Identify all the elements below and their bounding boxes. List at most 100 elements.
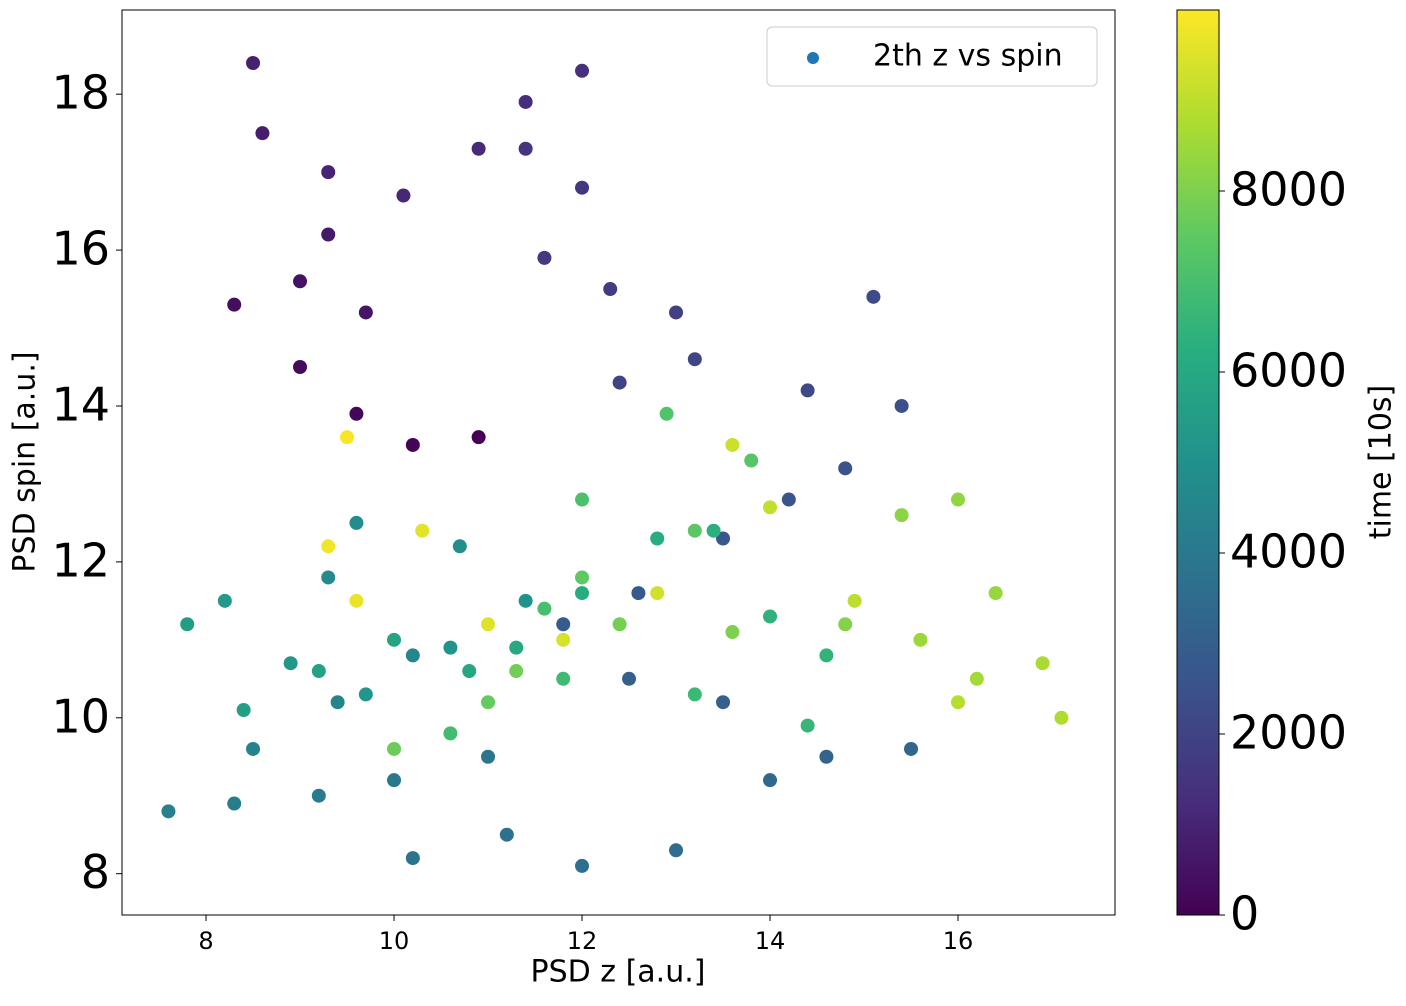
point <box>340 430 355 445</box>
x-tick-label: 16 <box>943 927 974 955</box>
x-tick-label: 8 <box>198 927 213 955</box>
x-axis-label: PSD z [a.u.] <box>531 955 706 990</box>
point <box>481 617 496 632</box>
point <box>763 773 778 788</box>
point <box>800 718 815 733</box>
point <box>180 617 195 632</box>
point <box>321 570 336 585</box>
point <box>293 274 308 289</box>
y-tick-label: 16 <box>51 222 110 276</box>
point <box>311 788 326 803</box>
point <box>321 165 336 180</box>
point <box>1035 656 1050 671</box>
point <box>471 430 486 445</box>
point <box>951 492 966 507</box>
colorbar-tick-label: 4000 <box>1230 525 1347 579</box>
legend-marker <box>807 52 819 64</box>
point <box>452 539 467 554</box>
y-tick-label: 14 <box>51 377 110 431</box>
point <box>405 437 420 452</box>
point <box>217 593 232 608</box>
point <box>612 375 627 390</box>
point <box>969 671 984 686</box>
point <box>763 609 778 624</box>
y-tick-label: 18 <box>51 66 110 120</box>
y-tick-label: 12 <box>51 533 110 587</box>
point <box>330 695 345 710</box>
points <box>161 56 1069 873</box>
point <box>387 773 402 788</box>
point <box>227 297 242 312</box>
point <box>255 126 270 141</box>
x-tick-label: 14 <box>755 927 786 955</box>
point <box>246 741 261 756</box>
colorbar-label: time [10s] <box>1364 385 1399 540</box>
point <box>321 227 336 242</box>
point <box>669 305 684 320</box>
point <box>687 523 702 538</box>
point <box>575 180 590 195</box>
colorbar-tick-label: 6000 <box>1230 344 1347 398</box>
point <box>1054 710 1069 725</box>
point <box>509 640 524 655</box>
point <box>575 586 590 601</box>
point <box>358 687 373 702</box>
legend-label: 2th z vs spin <box>873 39 1063 74</box>
colorbar <box>1176 9 1220 916</box>
point <box>951 695 966 710</box>
point <box>349 515 364 530</box>
colorbar-tick-label: 8000 <box>1230 163 1347 217</box>
point <box>283 656 298 671</box>
point <box>622 671 637 686</box>
point <box>894 508 909 523</box>
point <box>650 586 665 601</box>
point <box>631 586 646 601</box>
point <box>800 383 815 398</box>
point <box>744 453 759 468</box>
point <box>349 593 364 608</box>
point <box>819 749 834 764</box>
point <box>838 617 853 632</box>
point <box>471 141 486 156</box>
point <box>161 804 176 819</box>
point <box>537 250 552 265</box>
point <box>575 858 590 873</box>
point <box>387 632 402 647</box>
point <box>387 741 402 756</box>
point <box>537 601 552 616</box>
point <box>499 827 514 842</box>
point <box>481 749 496 764</box>
point <box>716 695 731 710</box>
point <box>556 617 571 632</box>
x-tick-label: 12 <box>567 927 598 955</box>
point <box>518 94 533 109</box>
point <box>612 617 627 632</box>
point <box>659 406 674 421</box>
colorbar-tick-label: 0 <box>1230 887 1259 941</box>
point <box>904 741 919 756</box>
point <box>894 398 909 413</box>
point <box>575 570 590 585</box>
point <box>725 437 740 452</box>
y-tick-label: 8 <box>81 845 110 899</box>
point <box>556 671 571 686</box>
x-tick-label: 10 <box>379 927 410 955</box>
y-tick-label: 10 <box>51 689 110 743</box>
point <box>575 63 590 78</box>
point <box>556 632 571 647</box>
point <box>716 531 731 546</box>
point <box>396 188 411 203</box>
point <box>227 796 242 811</box>
point <box>988 586 1003 601</box>
legend: 2th z vs spin <box>766 26 1098 87</box>
point <box>462 664 477 679</box>
colorbar-tick-label: 2000 <box>1230 706 1347 760</box>
point <box>687 687 702 702</box>
y-axis-label: PSD spin [a.u.] <box>8 351 43 572</box>
legend-box <box>766 26 1098 87</box>
point <box>575 492 590 507</box>
point <box>819 648 834 663</box>
point <box>706 523 721 538</box>
point <box>246 56 261 71</box>
